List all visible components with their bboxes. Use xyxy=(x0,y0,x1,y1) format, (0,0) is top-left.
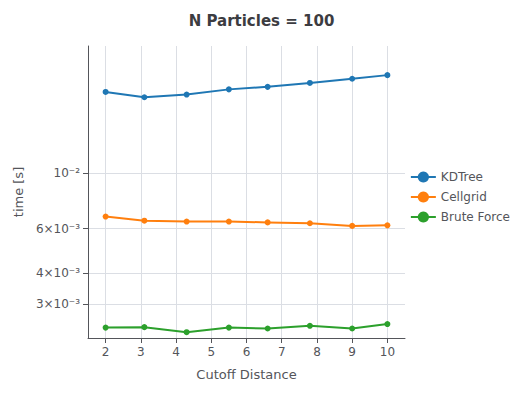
svg-text:5: 5 xyxy=(207,345,215,359)
svg-text:3×10⁻³: 3×10⁻³ xyxy=(36,297,80,311)
svg-text:Brute Force: Brute Force xyxy=(441,210,510,224)
svg-text:6: 6 xyxy=(243,345,251,359)
svg-text:10: 10 xyxy=(380,345,395,359)
svg-text:4×10⁻³: 4×10⁻³ xyxy=(36,266,80,280)
svg-text:KDTree: KDTree xyxy=(441,170,483,184)
svg-text:9: 9 xyxy=(348,345,356,359)
svg-text:8: 8 xyxy=(313,345,321,359)
svg-text:4: 4 xyxy=(172,345,180,359)
svg-text:Cutoff Distance: Cutoff Distance xyxy=(196,367,296,382)
svg-text:3: 3 xyxy=(137,345,145,359)
svg-text:7: 7 xyxy=(278,345,286,359)
svg-text:N Particles = 100: N Particles = 100 xyxy=(189,12,335,30)
svg-text:6×10⁻³: 6×10⁻³ xyxy=(36,222,80,236)
svg-text:time [s]: time [s] xyxy=(11,167,26,217)
svg-text:10⁻²: 10⁻² xyxy=(54,166,81,180)
svg-text:Cellgrid: Cellgrid xyxy=(441,190,487,204)
svg-text:2: 2 xyxy=(102,345,110,359)
